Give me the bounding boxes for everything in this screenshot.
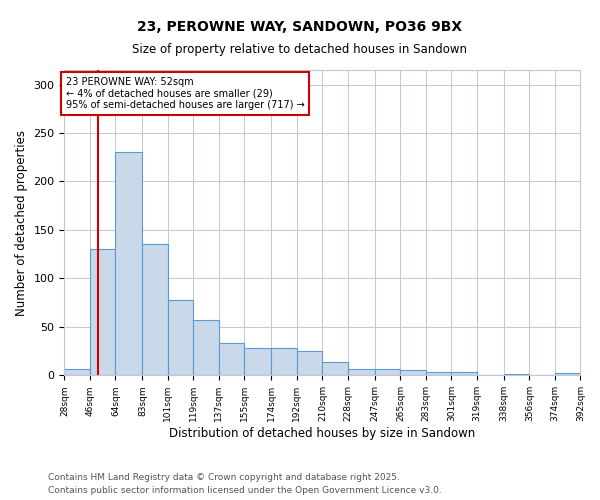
Text: Size of property relative to detached houses in Sandown: Size of property relative to detached ho… <box>133 42 467 56</box>
Bar <box>297 351 322 376</box>
Bar <box>219 344 244 376</box>
Text: 23 PEROWNE WAY: 52sqm
← 4% of detached houses are smaller (29)
95% of semi-detac: 23 PEROWNE WAY: 52sqm ← 4% of detached h… <box>66 77 305 110</box>
Text: 23, PEROWNE WAY, SANDOWN, PO36 9BX: 23, PEROWNE WAY, SANDOWN, PO36 9BX <box>137 20 463 34</box>
Bar <box>168 300 193 376</box>
X-axis label: Distribution of detached houses by size in Sandown: Distribution of detached houses by size … <box>169 427 476 440</box>
Bar <box>555 374 580 376</box>
Bar <box>115 152 142 376</box>
Bar <box>400 370 426 376</box>
Bar <box>375 368 400 376</box>
Bar <box>504 374 529 376</box>
Bar <box>322 362 348 376</box>
Bar <box>271 348 297 376</box>
Y-axis label: Number of detached properties: Number of detached properties <box>15 130 28 316</box>
Text: Contains public sector information licensed under the Open Government Licence v3: Contains public sector information licen… <box>48 486 442 495</box>
Bar <box>90 250 115 376</box>
Bar <box>193 320 219 376</box>
Text: Contains HM Land Registry data © Crown copyright and database right 2025.: Contains HM Land Registry data © Crown c… <box>48 472 400 482</box>
Bar <box>451 372 477 376</box>
Bar <box>142 244 168 376</box>
Bar <box>64 368 90 376</box>
Bar <box>348 368 375 376</box>
Bar <box>244 348 271 376</box>
Bar <box>426 372 451 376</box>
